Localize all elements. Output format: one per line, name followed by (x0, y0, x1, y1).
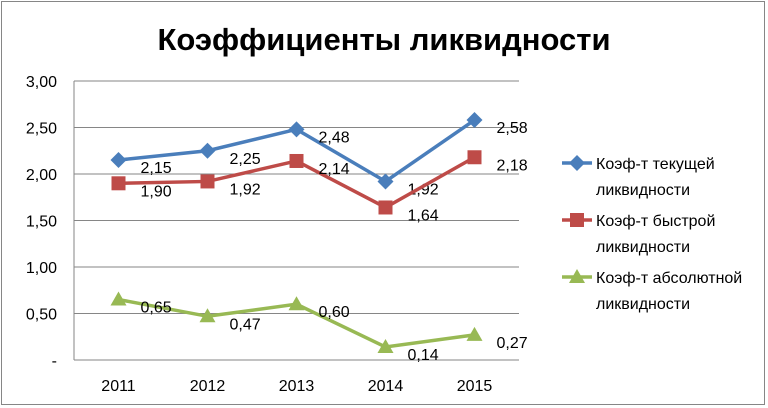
y-tick-label: 3,00 (26, 74, 57, 91)
data-label: 2,25 (230, 151, 261, 168)
data-label: 2,48 (319, 129, 350, 146)
legend-entry: Коэф-т абсолютной ликвидности (562, 269, 742, 313)
x-tick-label: 2012 (190, 378, 226, 395)
legend-label: Коэф-т абсолютной (596, 270, 742, 287)
legend-label: ликвидности (596, 182, 690, 199)
data-label: 1,64 (408, 207, 439, 224)
data-label: 0,60 (319, 304, 350, 321)
legend-label: ликвидности (596, 296, 690, 313)
series-1: 2,15 2,25 2,48 1,92 2,58 (110, 112, 528, 198)
y-tick-label: 1,00 (26, 260, 57, 277)
series-2: 1,90 1,92 2,14 1,64 2,18 (111, 150, 528, 224)
x-tick-label: 2015 (457, 378, 493, 395)
data-label: 2,58 (497, 120, 528, 137)
legend-marker (569, 269, 585, 283)
y-tick-label: 0,50 (26, 307, 57, 324)
legend-entry: Коэф-т текущей ликвидности (562, 155, 715, 199)
legend-label: ликвидности (596, 239, 690, 256)
x-tick-label: 2014 (368, 378, 404, 395)
legend-label: Коэф-т быстрой (596, 213, 715, 230)
data-point (467, 150, 482, 165)
data-label: 0,14 (408, 347, 439, 364)
legend-label: Коэф-т текущей (596, 156, 715, 173)
data-point (199, 142, 216, 159)
legend-entry: Коэф-т быстрой ликвидности (562, 213, 715, 256)
chart-title: Коэффициенты ликвидности (157, 22, 610, 57)
data-point (111, 176, 126, 191)
y-tick-label: 2,50 (26, 121, 57, 138)
data-point (110, 291, 127, 306)
x-tick-label: 2011 (101, 378, 136, 395)
data-label: 1,90 (141, 183, 172, 200)
data-label: 0,47 (230, 316, 261, 333)
data-point (377, 338, 394, 353)
data-point (110, 152, 127, 169)
data-point (289, 153, 304, 168)
data-point (466, 326, 483, 341)
data-label: 0,27 (497, 335, 528, 352)
data-point (199, 308, 216, 323)
data-label: 0,65 (141, 300, 172, 317)
data-label: 2,15 (141, 160, 172, 177)
data-label: 1,92 (408, 181, 439, 198)
data-label: 2,18 (497, 157, 528, 174)
data-point (288, 121, 305, 138)
data-point (200, 174, 215, 189)
data-point (378, 200, 393, 215)
x-tick-label: 2013 (279, 378, 315, 395)
y-tick-label: - (52, 353, 57, 370)
y-tick-label: 1,50 (26, 214, 57, 231)
series-3: 0,65 0,47 0,60 0,14 0,27 (110, 291, 528, 364)
data-point (377, 173, 394, 190)
data-point (466, 112, 483, 129)
data-point (288, 296, 305, 311)
legend-marker (570, 213, 584, 227)
data-label: 2,14 (319, 161, 350, 178)
data-label: 1,92 (230, 181, 261, 198)
legend-marker (569, 155, 585, 171)
y-tick-label: 2,00 (26, 167, 57, 184)
